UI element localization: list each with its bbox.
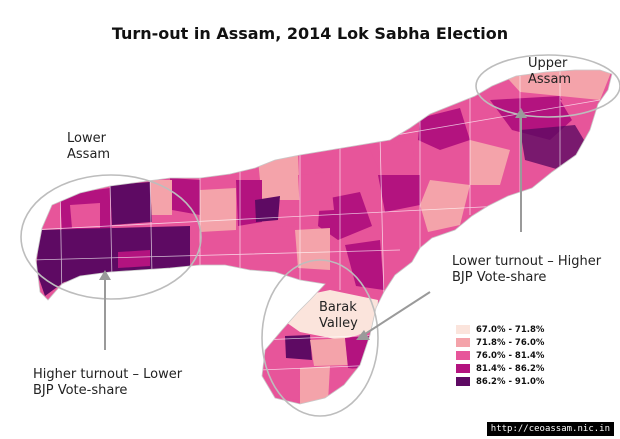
upper-assam-label: Upper Assam (528, 56, 572, 87)
turnout-legend: 67.0% - 71.8% 71.8% - 76.0% 76.0% - 81.4… (456, 323, 544, 388)
upper-assam-ellipse (475, 54, 620, 118)
higher-turnout-note: Higher turnout – Lower BJP Vote-share (33, 367, 183, 398)
barak-valley-label: Barak Valley (319, 300, 358, 331)
legend-item: 67.0% - 71.8% (456, 323, 544, 336)
lower-turnout-note: Lower turnout – Higher BJP Vote-share (452, 254, 602, 285)
legend-item: 71.8% - 76.0% (456, 336, 544, 349)
legend-swatch (456, 325, 470, 334)
legend-swatch (456, 377, 470, 386)
legend-swatch (456, 364, 470, 373)
barak-arrow (361, 291, 431, 337)
legend-item: 86.2% - 91.0% (456, 375, 544, 388)
lower-assam-ellipse (20, 174, 202, 300)
lower-assam-label: Lower Assam (67, 131, 111, 162)
legend-swatch (456, 351, 470, 360)
barak-valley-ellipse (261, 259, 379, 417)
source-credit: http://ceoassam.nic.in (486, 422, 614, 436)
legend-item: 76.0% - 81.4% (456, 349, 544, 362)
legend-item: 81.4% - 86.2% (456, 362, 544, 375)
legend-swatch (456, 338, 470, 347)
map-title: Turn-out in Assam, 2014 Lok Sabha Electi… (111, 24, 509, 43)
